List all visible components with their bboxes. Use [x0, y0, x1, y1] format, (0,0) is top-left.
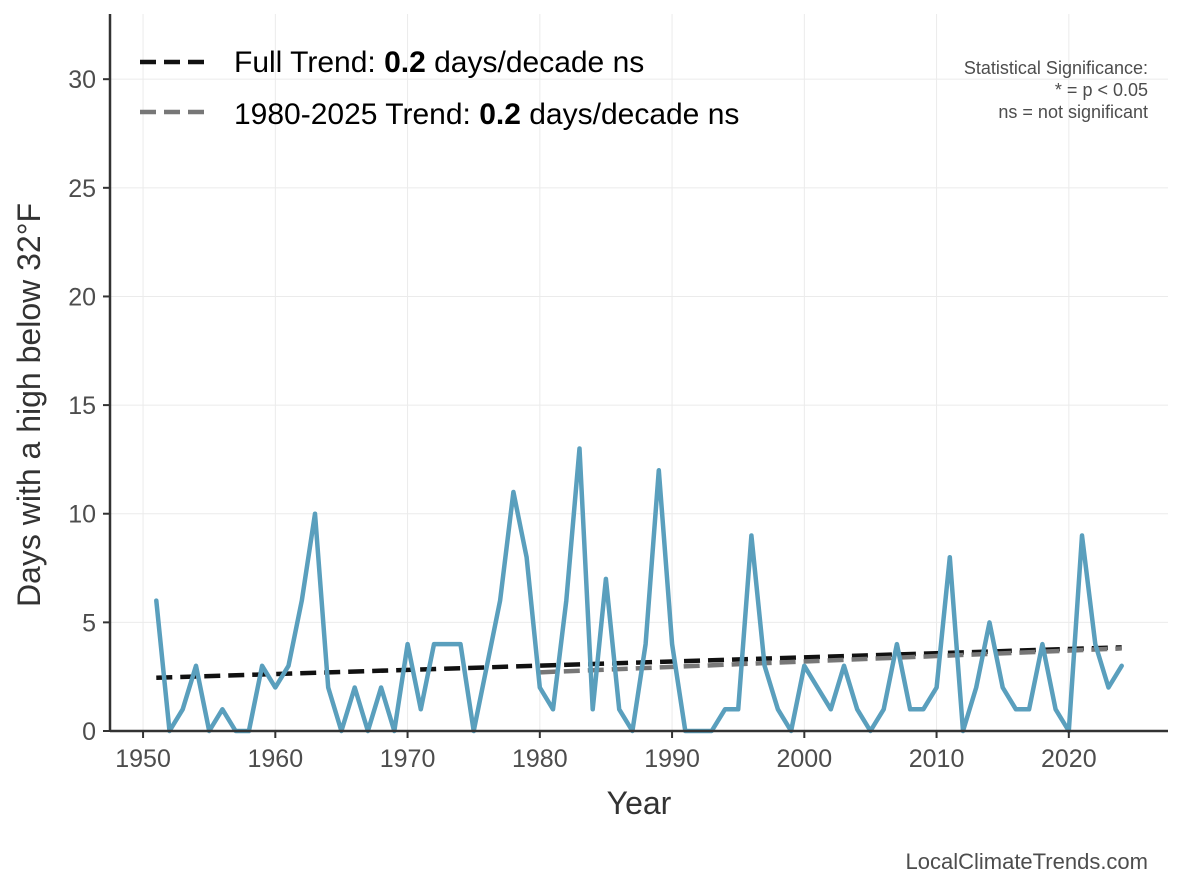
y-tick-label: 5: [82, 609, 96, 637]
x-tick-label: 1980: [512, 745, 568, 773]
x-tick-label: 1970: [380, 745, 436, 773]
x-axis-title: Year: [607, 785, 672, 821]
x-tick-label: 1960: [248, 745, 304, 773]
series-line: [154, 446, 1124, 734]
significance-note: Statistical Significance: * = p < 0.05 n…: [964, 58, 1148, 122]
y-tick-label: 15: [68, 392, 96, 420]
y-tick-label: 30: [68, 66, 96, 94]
x-tick-label: 1990: [644, 745, 700, 773]
legend: Full Trend: 0.2 days/decade ns 1980-2025…: [140, 46, 739, 131]
x-tick-label: 2020: [1041, 745, 1097, 773]
significance-note-line: * = p < 0.05: [1055, 80, 1148, 100]
y-tick-label: 10: [68, 501, 96, 529]
trend-line-full: [156, 645, 1122, 681]
trend-lines: [156, 645, 1122, 681]
source-credit: LocalClimateTrends.com: [906, 849, 1149, 874]
y-tick-label: 25: [68, 175, 96, 203]
x-tick-label: 2000: [777, 745, 833, 773]
trend-line-1980-2025: [539, 646, 1122, 675]
x-tick-label: 1950: [115, 745, 171, 773]
axes: 0 5 10 15 20 25 30 1950 1960 1970 1980 1990 2000 2010…: [68, 14, 1168, 773]
legend-label-1980-trend: 1980-2025 Trend: 0.2 days/decade ns: [234, 98, 739, 131]
data-series: [154, 446, 1124, 734]
y-axis-title: Days with a high below 32°F: [11, 203, 47, 607]
x-tick-label: 2010: [909, 745, 965, 773]
significance-note-line: Statistical Significance:: [964, 58, 1148, 78]
y-tick-label: 0: [82, 718, 96, 746]
legend-label-full-trend: Full Trend: 0.2 days/decade ns: [234, 46, 644, 79]
y-tick-label: 20: [68, 283, 96, 311]
grid: [110, 14, 1168, 732]
significance-note-line: ns = not significant: [998, 102, 1148, 122]
